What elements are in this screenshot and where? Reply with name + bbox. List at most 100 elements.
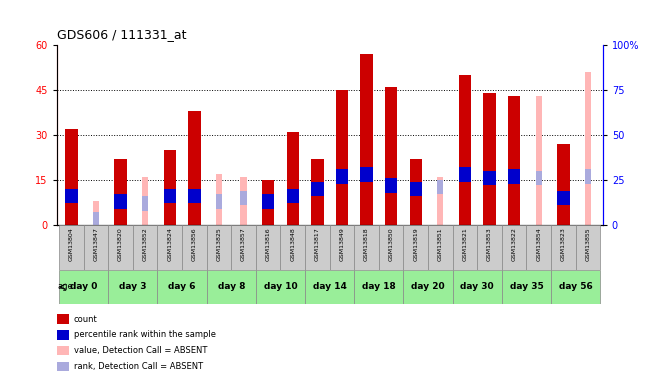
Bar	[142, 196, 149, 211]
Text: day 10: day 10	[264, 282, 297, 291]
Bar	[354, 225, 379, 270]
Bar	[109, 225, 133, 270]
Bar	[508, 96, 520, 225]
Text: GSM13804: GSM13804	[69, 227, 74, 261]
Bar	[216, 174, 222, 225]
Text: count: count	[74, 315, 98, 324]
Bar	[438, 180, 444, 194]
Bar	[385, 178, 398, 193]
Text: day 8: day 8	[218, 282, 245, 291]
Bar	[188, 111, 200, 225]
Bar	[59, 270, 109, 304]
Bar	[262, 180, 274, 225]
Bar	[164, 189, 176, 203]
Bar	[330, 225, 354, 270]
Bar	[438, 177, 444, 225]
Bar	[404, 225, 428, 270]
Bar	[336, 90, 348, 225]
Text: GDS606 / 111331_at: GDS606 / 111331_at	[57, 28, 186, 41]
Bar	[157, 225, 182, 270]
Text: day 18: day 18	[362, 282, 396, 291]
Text: day 35: day 35	[509, 282, 543, 291]
Bar	[410, 182, 422, 196]
Bar	[535, 96, 542, 225]
Bar	[59, 225, 84, 270]
Text: GSM13849: GSM13849	[340, 227, 344, 261]
Bar	[360, 167, 373, 182]
Bar	[280, 225, 305, 270]
Bar	[557, 191, 569, 205]
Bar	[142, 177, 149, 225]
Bar	[428, 225, 453, 270]
Bar	[551, 270, 600, 304]
Text: GSM13822: GSM13822	[511, 227, 517, 261]
Bar	[231, 225, 256, 270]
Text: GSM13823: GSM13823	[561, 227, 566, 261]
Text: GSM13850: GSM13850	[389, 227, 394, 261]
Bar	[305, 225, 330, 270]
Bar	[286, 189, 299, 203]
Bar	[93, 201, 99, 225]
Text: GSM13820: GSM13820	[118, 227, 123, 261]
Bar	[206, 225, 231, 270]
Bar	[206, 270, 256, 304]
Text: GSM13825: GSM13825	[216, 227, 222, 261]
Bar	[360, 54, 373, 225]
Bar	[240, 177, 246, 225]
Text: GSM13848: GSM13848	[290, 227, 295, 261]
Bar	[311, 159, 324, 225]
Bar	[256, 225, 280, 270]
Bar	[115, 159, 127, 225]
Bar	[182, 225, 206, 270]
Text: GSM13853: GSM13853	[487, 227, 492, 261]
Bar	[262, 194, 274, 209]
Bar	[305, 270, 354, 304]
Bar	[459, 167, 471, 182]
Text: GSM13856: GSM13856	[192, 227, 197, 261]
Bar	[459, 75, 471, 225]
Bar	[478, 225, 502, 270]
Bar	[453, 225, 478, 270]
Text: rank, Detection Call = ABSENT: rank, Detection Call = ABSENT	[74, 362, 203, 371]
Bar	[65, 189, 77, 203]
Text: day 14: day 14	[313, 282, 346, 291]
Bar	[502, 225, 526, 270]
Bar	[585, 169, 591, 184]
Bar	[453, 270, 502, 304]
Bar	[311, 182, 324, 196]
Text: day 56: day 56	[559, 282, 593, 291]
Bar	[216, 194, 222, 209]
Text: day 20: day 20	[412, 282, 445, 291]
Text: GSM13816: GSM13816	[266, 227, 270, 261]
Text: GSM13818: GSM13818	[364, 227, 369, 261]
Bar	[115, 194, 127, 209]
Text: day 30: day 30	[460, 282, 494, 291]
Text: day 3: day 3	[119, 282, 147, 291]
Bar	[109, 270, 157, 304]
Text: GSM13852: GSM13852	[143, 227, 148, 261]
Bar	[557, 144, 569, 225]
Bar	[164, 150, 176, 225]
Text: GSM13819: GSM13819	[414, 227, 418, 261]
Text: GSM13817: GSM13817	[315, 227, 320, 261]
Bar	[65, 129, 77, 225]
Bar	[385, 87, 398, 225]
Text: percentile rank within the sample: percentile rank within the sample	[74, 330, 216, 339]
Text: age: age	[57, 282, 73, 291]
Bar	[84, 225, 109, 270]
Bar	[404, 270, 453, 304]
Text: GSM13854: GSM13854	[536, 227, 541, 261]
Bar	[508, 169, 520, 184]
Bar	[484, 93, 496, 225]
Bar	[256, 270, 305, 304]
Text: GSM13855: GSM13855	[585, 227, 591, 261]
Bar	[551, 225, 575, 270]
Bar	[526, 225, 551, 270]
Bar	[410, 159, 422, 225]
Bar	[133, 225, 157, 270]
Bar	[575, 225, 600, 270]
Text: day 0: day 0	[70, 282, 97, 291]
Text: value, Detection Call = ABSENT: value, Detection Call = ABSENT	[74, 346, 207, 355]
Text: GSM13857: GSM13857	[241, 227, 246, 261]
Bar	[240, 191, 246, 205]
